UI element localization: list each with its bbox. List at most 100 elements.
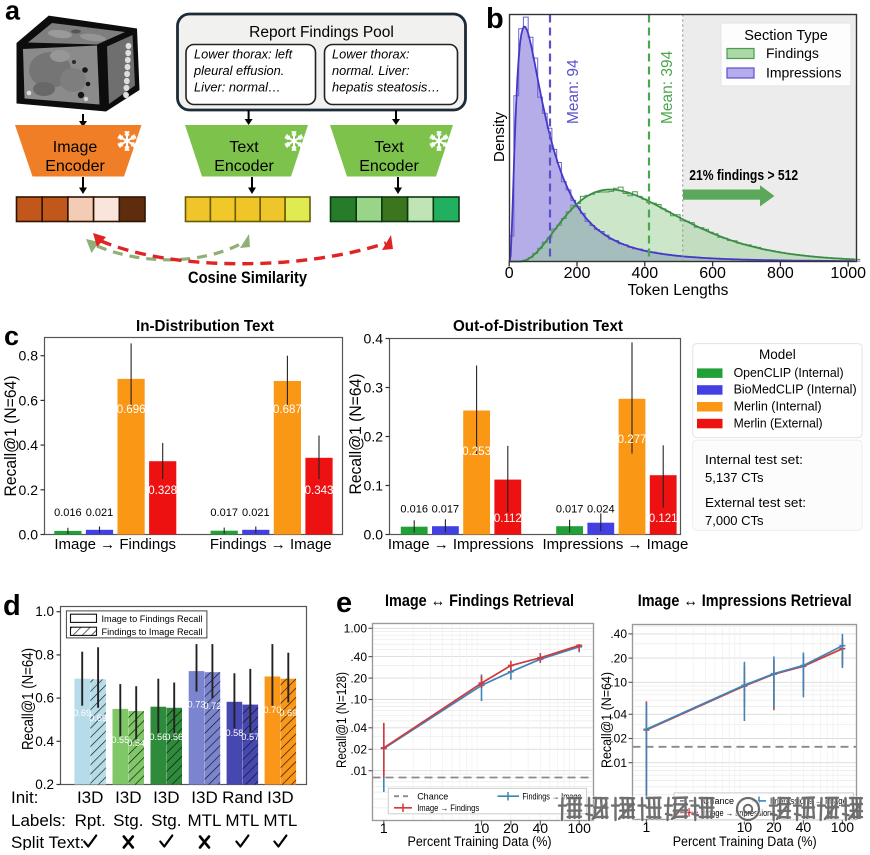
- svg-text:400: 400: [631, 265, 658, 282]
- svg-text:0.6: 0.6: [35, 691, 54, 706]
- svg-text:0.4: 0.4: [364, 331, 384, 347]
- svg-text:0.016: 0.016: [400, 504, 428, 516]
- svg-text:1.0: 1.0: [35, 604, 54, 619]
- svg-text:0.1: 0.1: [364, 478, 384, 494]
- svg-text:Recall@1 (N=64): Recall@1 (N=64): [2, 376, 20, 497]
- svg-text:MTL: MTL: [225, 811, 259, 830]
- svg-text:OpenCLIP (Internal): OpenCLIP (Internal): [734, 365, 844, 380]
- svg-text:0.277: 0.277: [618, 434, 647, 446]
- svg-text:d: d: [3, 590, 21, 622]
- svg-text:Out-of-Distribution Text: Out-of-Distribution Text: [453, 318, 623, 335]
- svg-text:0: 0: [505, 265, 514, 282]
- svg-text:I3D: I3D: [77, 788, 103, 807]
- svg-text:0.024: 0.024: [587, 504, 615, 516]
- svg-text:External test set:: External test set:: [705, 495, 806, 510]
- svg-text:600: 600: [699, 265, 726, 282]
- svg-text:Liver: normal…: Liver: normal…: [194, 80, 281, 95]
- svg-text:c: c: [4, 321, 19, 351]
- svg-text:Report Findings Pool: Report Findings Pool: [249, 24, 394, 41]
- svg-text:0.121: 0.121: [649, 513, 678, 525]
- svg-text:MTL: MTL: [188, 811, 222, 830]
- svg-text:I3D: I3D: [115, 788, 141, 807]
- svg-text:BioMedCLIP (Internal): BioMedCLIP (Internal): [734, 382, 857, 397]
- svg-text:I3D: I3D: [267, 788, 293, 807]
- svg-text:Image → Findings: Image → Findings: [417, 803, 479, 813]
- svg-text:0.017: 0.017: [210, 507, 238, 519]
- svg-text:Recall@1 (N=128): Recall@1 (N=128): [333, 672, 349, 768]
- svg-text:5,137 CTs: 5,137 CTs: [705, 470, 764, 485]
- svg-text:Internal test set:: Internal test set:: [705, 452, 803, 467]
- svg-text:0.6: 0.6: [19, 392, 39, 408]
- svg-text:Findings: Findings: [766, 45, 819, 61]
- svg-text:Merlin (External): Merlin (External): [734, 415, 823, 430]
- svg-text:Recall@1 (N=64): Recall@1 (N=64): [598, 672, 614, 768]
- svg-text:1: 1: [380, 820, 388, 836]
- svg-text:0.696: 0.696: [117, 404, 146, 416]
- svg-text:Impressions → Image: Impressions → Image: [542, 536, 688, 553]
- svg-text:100: 100: [831, 819, 855, 835]
- svg-text:0.687: 0.687: [273, 404, 302, 416]
- svg-text:.20: .20: [610, 651, 627, 665]
- svg-text:0.4: 0.4: [35, 734, 54, 749]
- svg-text:0.017: 0.017: [432, 504, 460, 516]
- svg-text:0.8: 0.8: [35, 647, 54, 662]
- svg-text:Rand: Rand: [222, 788, 263, 807]
- svg-text:I3D: I3D: [191, 788, 217, 807]
- svg-text:Image: Image: [53, 139, 98, 156]
- svg-text:0.4: 0.4: [19, 437, 39, 453]
- svg-text:Percent Training Data (%): Percent Training Data (%): [408, 834, 552, 849]
- svg-text:0.54: 0.54: [127, 738, 145, 748]
- svg-text:0.8: 0.8: [19, 348, 39, 364]
- svg-text:0.57: 0.57: [241, 732, 259, 742]
- svg-text:0.56: 0.56: [165, 732, 183, 742]
- svg-text:Mean: 394: Mean: 394: [659, 50, 676, 124]
- svg-text:a: a: [5, 0, 21, 26]
- svg-text:Text: Text: [229, 139, 259, 156]
- svg-text:Recall@1 (N=64): Recall@1 (N=64): [20, 648, 37, 750]
- svg-text:1: 1: [643, 819, 651, 835]
- svg-text:Chance: Chance: [417, 792, 448, 802]
- svg-text:Percent Training Data (%): Percent Training Data (%): [673, 834, 817, 849]
- svg-text:0.3: 0.3: [364, 380, 384, 396]
- svg-text:0.021: 0.021: [86, 507, 114, 519]
- svg-text:0.343: 0.343: [305, 485, 334, 497]
- svg-text:.20: .20: [350, 671, 367, 685]
- svg-text:0.112: 0.112: [494, 513, 522, 525]
- svg-text:0.016: 0.016: [54, 507, 82, 519]
- svg-text:0.021: 0.021: [242, 507, 270, 519]
- svg-text:Image ↔ Findings Retrieval: Image ↔ Findings Retrieval: [385, 592, 574, 610]
- svg-text:.02: .02: [350, 743, 367, 757]
- svg-text:Density: Density: [491, 111, 508, 162]
- svg-text:0.328: 0.328: [148, 485, 177, 497]
- svg-text:0.72: 0.72: [203, 701, 221, 711]
- svg-text:0.69: 0.69: [279, 708, 297, 718]
- svg-text:0.017: 0.017: [556, 504, 584, 516]
- svg-text:Token Lengths: Token Lengths: [628, 282, 729, 299]
- svg-text:0.253: 0.253: [462, 446, 491, 458]
- svg-text:Stg.: Stg.: [151, 811, 181, 830]
- svg-text:hepatis steatosis…: hepatis steatosis…: [332, 80, 440, 95]
- svg-text:Model: Model: [759, 347, 796, 362]
- svg-text:MTL: MTL: [263, 811, 297, 830]
- svg-text:Merlin (Internal): Merlin (Internal): [734, 399, 822, 414]
- svg-text:e: e: [336, 587, 352, 619]
- svg-text:b: b: [486, 3, 504, 35]
- svg-text:Encoder: Encoder: [359, 158, 419, 175]
- svg-text:7,000 CTs: 7,000 CTs: [705, 513, 764, 528]
- svg-text:Image → Findings: Image → Findings: [54, 536, 176, 553]
- svg-text:Lower thorax:: Lower thorax:: [332, 47, 410, 62]
- svg-text:Text: Text: [374, 139, 404, 156]
- svg-text:.40: .40: [610, 627, 627, 641]
- svg-text:I3D: I3D: [153, 788, 179, 807]
- svg-text:.10: .10: [350, 693, 367, 707]
- svg-text:21% findings > 512: 21% findings > 512: [689, 168, 798, 184]
- svg-text:0.69: 0.69: [89, 713, 107, 723]
- svg-text:0.2: 0.2: [364, 429, 384, 445]
- svg-text:Findings → Image: Findings → Image: [210, 536, 332, 553]
- svg-text:1000: 1000: [830, 265, 866, 282]
- svg-text:Encoder: Encoder: [45, 158, 105, 175]
- svg-text:Stg.: Stg.: [113, 811, 143, 830]
- svg-text:Labels:: Labels:: [11, 811, 66, 830]
- svg-text:Recall@1 (N=64): Recall@1 (N=64): [347, 374, 365, 495]
- svg-text:200: 200: [564, 265, 591, 282]
